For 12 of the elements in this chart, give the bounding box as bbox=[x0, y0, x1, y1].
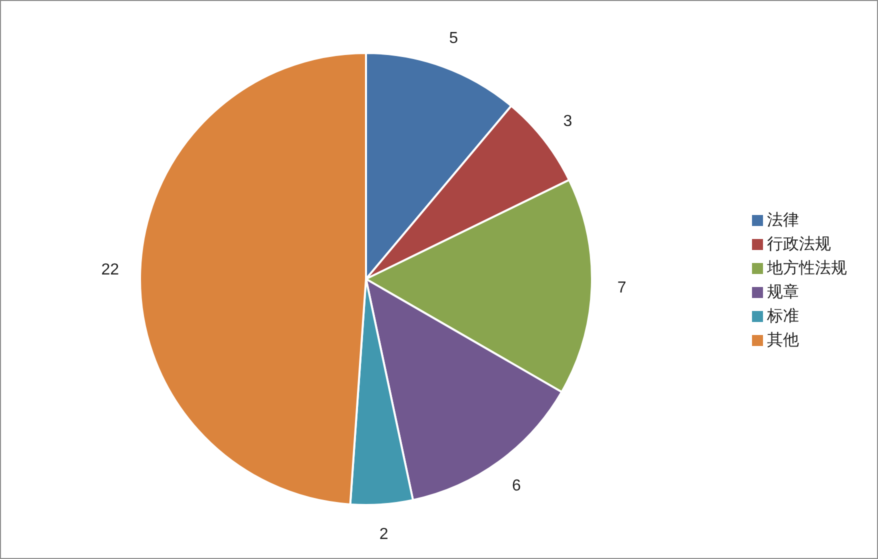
data-label: 6 bbox=[512, 478, 522, 495]
legend-label: 其他 bbox=[767, 330, 799, 348]
legend-label: 行政法规 bbox=[767, 234, 831, 252]
data-label: 3 bbox=[563, 112, 572, 130]
data-label: 5 bbox=[449, 30, 458, 47]
legend-label: 地方性法规 bbox=[767, 258, 847, 276]
legend-label: 标准 bbox=[767, 306, 799, 324]
data-label: 2 bbox=[379, 526, 388, 543]
data-label: 7 bbox=[617, 279, 626, 296]
data-label: 22 bbox=[101, 262, 120, 279]
legend-label: 规章 bbox=[767, 282, 799, 300]
legend-label: 法律 bbox=[767, 210, 799, 228]
